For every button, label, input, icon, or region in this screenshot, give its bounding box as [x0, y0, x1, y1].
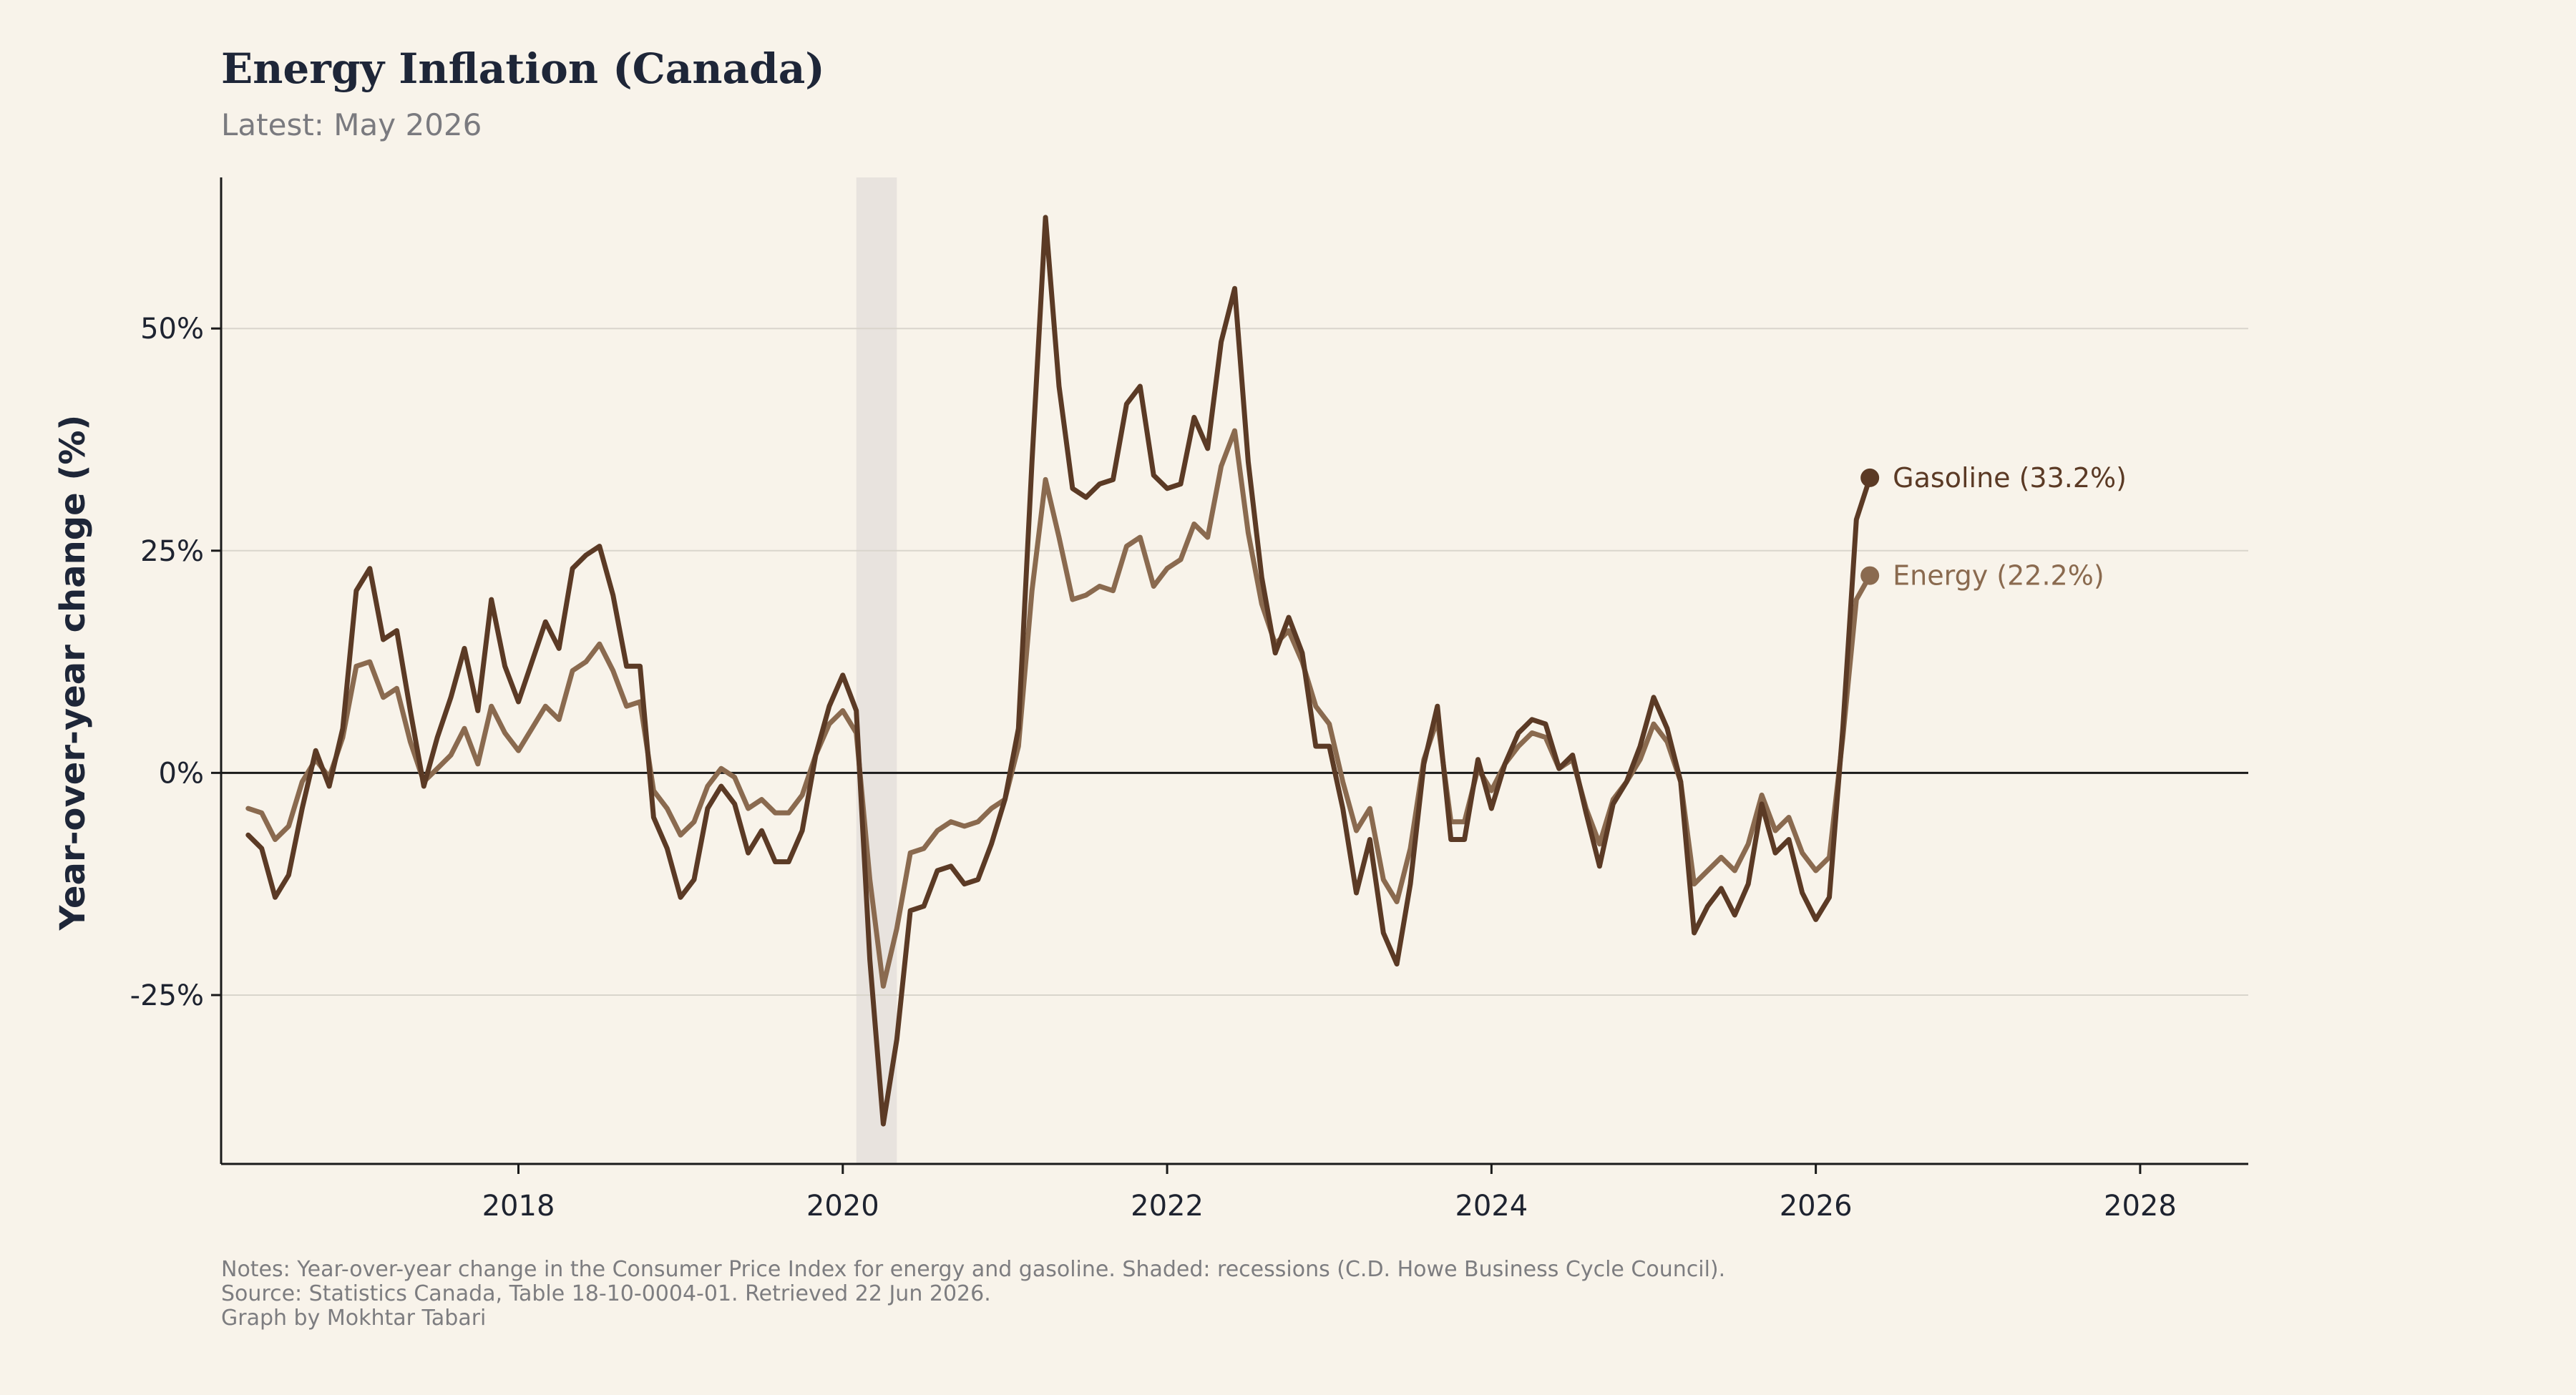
- x-tick-label: 2022: [1131, 1190, 1204, 1223]
- y-tick-label: 0%: [159, 757, 204, 790]
- gasoline-end-point: [1860, 468, 1880, 487]
- axes-layer: [211, 177, 2248, 1174]
- energy-end-label: Energy (22.2%): [1893, 560, 2104, 592]
- y-tick-label: -25%: [130, 979, 204, 1012]
- y-tick-label: 25%: [140, 535, 204, 568]
- x-tick-label: 2020: [806, 1190, 879, 1223]
- chart-title: Energy Inflation (Canada): [221, 44, 825, 93]
- tick-labels-layer: -25% 0% 25% 50% 2018 2020 2022 2024 2026 2028: [130, 313, 2177, 1223]
- y-tick-label: 50%: [140, 313, 204, 346]
- notes-block: Notes: Year-over-year change in the Cons…: [221, 1258, 1725, 1331]
- notes-text: Notes: Year-over-year change in the Cons…: [221, 1257, 1726, 1282]
- end-labels-layer: Energy (22.2%) Gasoline (33.2%): [1893, 462, 2127, 592]
- grid-layer: [221, 328, 2248, 996]
- series-lines-layer: [245, 215, 1880, 1127]
- x-tick-label: 2026: [1780, 1190, 1853, 1223]
- credit-text: Graph by Mokhtar Tabari: [221, 1306, 487, 1331]
- recession-band: [856, 177, 897, 1164]
- gasoline-line: [245, 215, 1873, 1127]
- energy-end-point: [1860, 566, 1880, 585]
- source-text: Source: Statistics Canada, Table 18-10-0…: [221, 1281, 991, 1306]
- y-axis-title: Year-over-year change (%): [53, 415, 93, 931]
- gasoline-end-label: Gasoline (33.2%): [1893, 462, 2127, 494]
- x-tick-label: 2028: [2104, 1190, 2177, 1223]
- recession-layer: [856, 177, 897, 1164]
- x-tick-label: 2018: [482, 1190, 555, 1223]
- energy-line: [245, 428, 1873, 989]
- x-tick-label: 2024: [1455, 1190, 1528, 1223]
- chart-subtitle: Latest: May 2026: [221, 107, 482, 142]
